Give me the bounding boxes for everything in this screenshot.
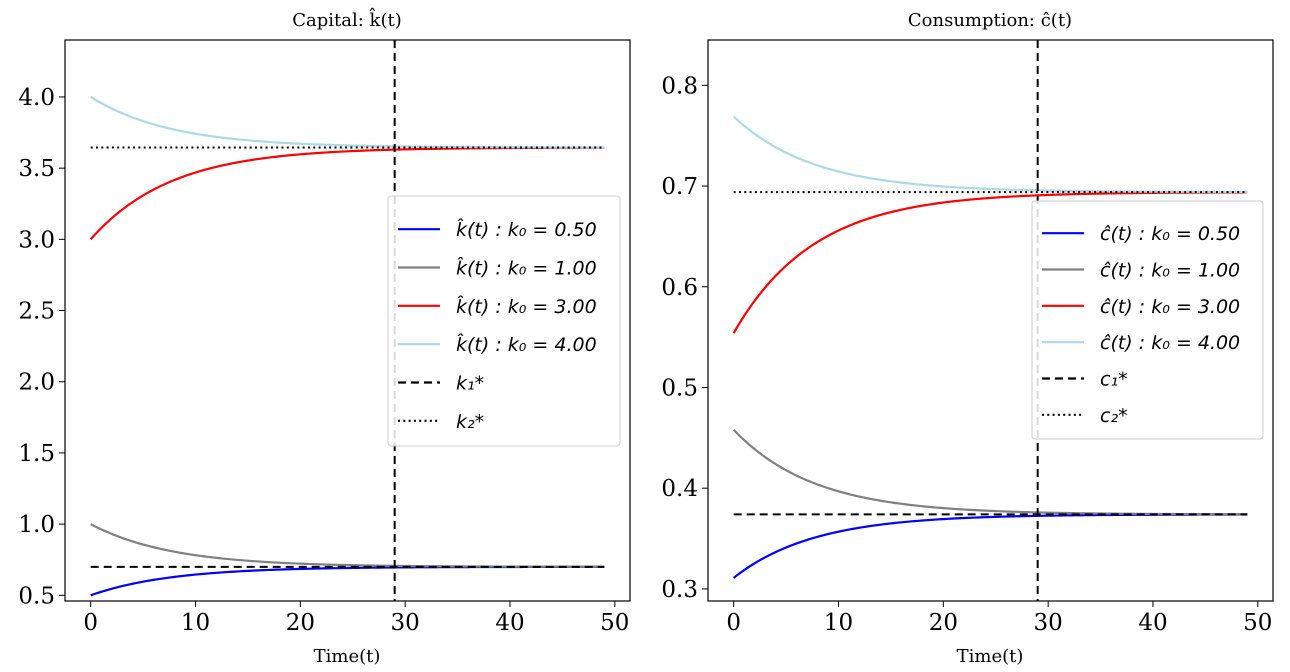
x-tick-label: 0	[726, 610, 741, 636]
y-tick-label: 0.6	[661, 275, 698, 301]
legend-label: k̂(t) : k₀ = 4.00	[456, 334, 597, 356]
legend-label: ĉ(t) : k₀ = 3.00	[1100, 296, 1240, 318]
y-tick-label: 0.7	[661, 174, 698, 200]
legend-label: c₂*	[1100, 405, 1128, 427]
y-tick-label: 3.0	[18, 227, 55, 253]
series-line	[733, 513, 1248, 579]
x-tick-label: 0	[83, 610, 98, 636]
x-tick-label: 30	[391, 610, 420, 636]
axes-frame	[707, 39, 1274, 602]
legend-label: ĉ(t) : k₀ = 1.00	[1100, 260, 1240, 282]
legend-label: k̂(t) : k₀ = 3.00	[456, 295, 597, 317]
axes-frame	[64, 39, 631, 602]
x-axis-label: Time(t)	[957, 646, 1024, 667]
legend-label: k₂*	[456, 411, 484, 433]
axis-ticks: 0 10 20 30 40 50 0.5 1.0 1.5 2.0 2.5 3.0 3.5 4.0	[18, 85, 629, 636]
series-line	[90, 96, 605, 149]
y-tick-label: 3.5	[18, 156, 55, 182]
x-tick-label: 10	[181, 610, 210, 636]
y-tick-label: 0.8	[661, 73, 698, 99]
y-tick-label: 2.5	[18, 299, 55, 325]
x-tick-label: 20	[929, 610, 958, 636]
y-tick-label: 0.4	[661, 476, 698, 502]
y-tick-label: 4.0	[18, 85, 55, 111]
consumption-chart: Consumption: ĉ(t) 0 10 20 30 40 50 0.3 0.4 0.5 0.…	[661, 10, 1274, 667]
series-line	[732, 115, 1248, 194]
legend-box	[387, 195, 621, 447]
legend-label: ĉ(t) : k₀ = 4.00	[1100, 332, 1240, 354]
chart-title: Capital: k̂(t)	[292, 6, 401, 31]
legend-label: k̂(t) : k₀ = 0.50	[456, 219, 597, 241]
series-line	[732, 429, 1248, 516]
x-tick-label: 50	[1243, 610, 1272, 636]
legend-label: ĉ(t) : k₀ = 0.50	[1100, 223, 1240, 245]
y-tick-label: 1.5	[18, 441, 55, 467]
series-line	[90, 523, 605, 568]
x-axis-label: Time(t)	[314, 646, 381, 667]
capital-chart: Capital: k̂(t) 0 10 20 30 40 50 0.5 1.0 1.5 2.0 2.…	[18, 6, 631, 667]
legend-label: k₁*	[456, 373, 484, 395]
y-tick-label: 0.5	[18, 583, 55, 609]
legend-box	[1031, 200, 1264, 440]
legend-label: c₁*	[1100, 369, 1128, 391]
y-tick-label: 0.5	[661, 375, 698, 401]
x-tick-label: 50	[600, 610, 629, 636]
legend: k̂(t) : k₀ = 0.50 k̂(t) : k₀ = 1.00 k̂(t) …	[387, 195, 621, 447]
y-tick-label: 1.0	[18, 512, 55, 538]
y-tick-label: 2.0	[18, 370, 55, 396]
x-tick-label: 20	[286, 610, 315, 636]
x-tick-label: 40	[495, 610, 524, 636]
x-tick-label: 40	[1138, 610, 1167, 636]
series-line	[90, 565, 605, 597]
legend-label: k̂(t) : k₀ = 1.00	[456, 257, 597, 279]
axis-ticks: 0 10 20 30 40 50 0.3 0.4 0.5 0.6 0.7 0.8	[661, 73, 1272, 636]
legend: ĉ(t) : k₀ = 0.50 ĉ(t) : k₀ = 1.00 ĉ(t) : k…	[1031, 200, 1264, 440]
y-tick-label: 0.3	[661, 577, 698, 603]
chart-title: Consumption: ĉ(t)	[908, 10, 1072, 31]
x-tick-label: 30	[1034, 610, 1063, 636]
x-tick-label: 10	[824, 610, 853, 636]
